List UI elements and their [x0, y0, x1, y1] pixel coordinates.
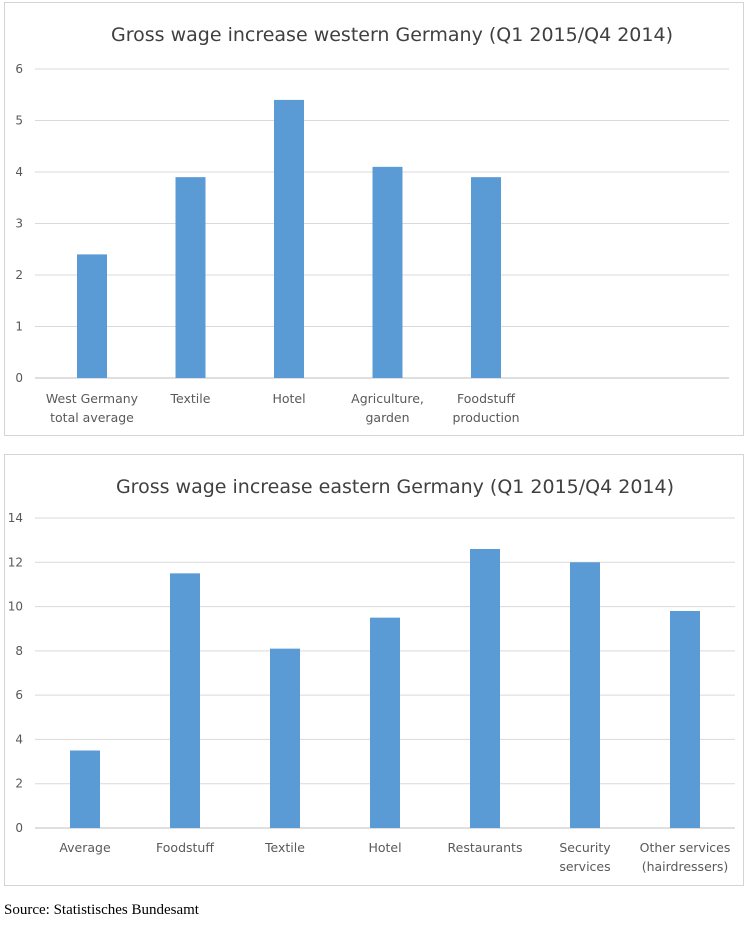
- y-tick-label: 4: [15, 732, 23, 746]
- y-tick-label: 4: [15, 165, 23, 179]
- x-tick-label: Textile: [264, 840, 305, 855]
- y-tick-label: 2: [15, 268, 23, 282]
- y-tick-label: 2: [15, 777, 23, 791]
- chart-western-svg: Gross wage increase western Germany (Q1 …: [15, 24, 729, 425]
- y-tick-label: 14: [8, 511, 23, 525]
- chart-eastern-svg: Gross wage increase eastern Germany (Q1 …: [8, 476, 735, 874]
- x-tick-label: Restaurants: [448, 840, 523, 855]
- x-tick-label: Security: [559, 840, 611, 855]
- bar: [372, 166, 403, 378]
- bar: [471, 177, 501, 378]
- x-tick-label: Foodstuff: [156, 840, 214, 855]
- y-tick-label: 10: [8, 600, 23, 614]
- bar: [670, 611, 700, 828]
- chart-western-germany: Gross wage increase western Germany (Q1 …: [4, 2, 744, 436]
- bar: [274, 99, 304, 379]
- y-tick-label: 5: [15, 114, 23, 128]
- bar: [370, 617, 400, 828]
- x-tick-label: Hotel: [272, 391, 305, 406]
- y-tick-label: 12: [8, 555, 23, 569]
- bar: [70, 750, 100, 828]
- bar: [170, 573, 200, 828]
- bar: [470, 549, 500, 828]
- bar: [77, 254, 107, 378]
- bar: [175, 177, 206, 378]
- y-tick-label: 6: [15, 688, 23, 702]
- y-tick-label: 0: [15, 371, 23, 385]
- y-tick-label: 0: [15, 821, 23, 835]
- source-note: Source: Statistisches Bundesamt: [4, 902, 199, 918]
- x-tick-label: Hotel: [368, 840, 401, 855]
- y-tick-label: 6: [15, 62, 23, 76]
- x-tick-label: Textile: [170, 391, 211, 406]
- x-tick-label: Foodstuff: [457, 391, 515, 406]
- x-tick-label: West Germany: [46, 391, 139, 406]
- x-tick-label: garden: [365, 410, 409, 425]
- y-tick-label: 8: [15, 644, 23, 658]
- y-tick-label: 3: [15, 217, 23, 231]
- chart-title: Gross wage increase eastern Germany (Q1 …: [116, 476, 674, 498]
- x-tick-label: Average: [59, 840, 111, 855]
- x-tick-label: production: [452, 410, 519, 425]
- bar: [270, 648, 300, 828]
- bar: [570, 562, 600, 828]
- y-tick-label: 1: [15, 320, 23, 334]
- x-tick-label: services: [559, 859, 610, 874]
- x-tick-label: total average: [50, 410, 134, 425]
- x-tick-label: Agriculture,: [351, 391, 424, 406]
- chart-eastern-germany: Gross wage increase eastern Germany (Q1 …: [4, 454, 744, 886]
- chart-title: Gross wage increase western Germany (Q1 …: [111, 24, 673, 46]
- x-tick-label: (hairdressers): [642, 859, 729, 874]
- x-tick-label: Other services: [640, 840, 731, 855]
